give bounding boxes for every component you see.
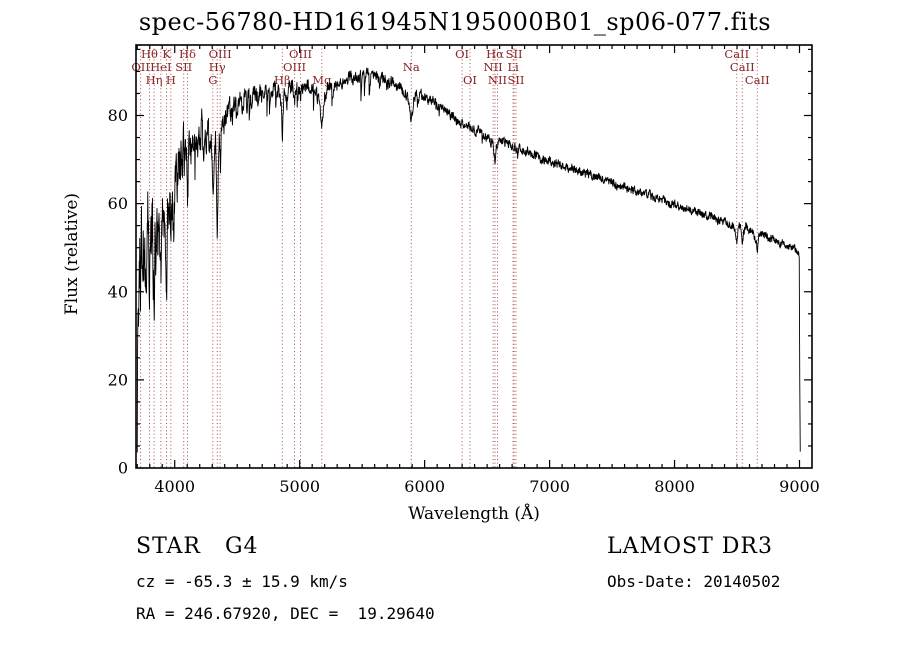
spectral-line-label: SII	[175, 60, 192, 74]
y-tick-label: 0	[118, 459, 128, 478]
spectral-line-label: CaII	[745, 73, 770, 87]
spectral-line-label: K	[162, 47, 171, 61]
spectral-line-label: OII	[131, 60, 150, 74]
spectral-line-label: OIII	[289, 47, 312, 61]
spectral-line-label: SII	[506, 47, 523, 61]
y-axis-label: Flux (relative)	[62, 192, 82, 316]
x-tick-label: 4000	[154, 477, 195, 496]
spectral-line-label: Hδ	[179, 47, 196, 61]
y-tick-label: 40	[108, 282, 128, 301]
spectral-line-label: HeI	[150, 60, 171, 74]
spectral-line-label: NII	[488, 73, 507, 87]
spectral-line-label: NII	[484, 60, 503, 74]
spectral-line-label: OI	[455, 47, 469, 61]
redshift-velocity-label: cz = -65.3 ± 15.9 km/s	[136, 572, 348, 591]
x-tick-label: 5000	[279, 477, 320, 496]
y-tick-label: 60	[108, 194, 128, 213]
spectral-line-label: Na	[403, 60, 420, 74]
spectral-line-label: OIII	[209, 47, 232, 61]
spectral-line-label: Li	[507, 60, 519, 74]
spectral-line-label: CaII	[730, 60, 755, 74]
axes-frame	[135, 44, 813, 469]
x-tick-label: 9000	[779, 477, 820, 496]
survey-label: LAMOST DR3	[607, 534, 773, 559]
x-tick-label: 8000	[654, 477, 695, 496]
spectral-line-label: G	[208, 73, 217, 87]
spectral-line-label: Hη	[146, 73, 163, 87]
spectral-line-label: OIII	[283, 60, 306, 74]
spectral-line-label: OI	[463, 73, 477, 87]
spectral-line-label: Hβ	[274, 73, 291, 87]
classification-label: STAR G4	[136, 534, 259, 559]
spectral-line-label: Hγ	[209, 60, 226, 74]
spectral-line-label: Hα	[486, 47, 504, 61]
y-tick-label: 20	[108, 370, 128, 389]
obs-date-label: Obs-Date: 20140502	[607, 572, 781, 591]
spectral-line-label: SII	[508, 73, 525, 87]
spectral-line-label: H	[166, 73, 176, 87]
x-axis-label: Wavelength (Å)	[408, 504, 540, 524]
spectrum-trace	[136, 67, 801, 453]
x-tick-label: 7000	[529, 477, 570, 496]
x-tick-label: 6000	[404, 477, 445, 496]
spectral-line-label: Hθ	[141, 47, 158, 61]
y-tick-label: 80	[108, 106, 128, 125]
chart-title: spec-56780-HD161945N195000B01_sp06-077.f…	[138, 8, 772, 36]
spectral-line-label: CaII	[724, 47, 749, 61]
coordinates-label: RA = 246.67920, DEC = 19.29640	[136, 604, 435, 623]
